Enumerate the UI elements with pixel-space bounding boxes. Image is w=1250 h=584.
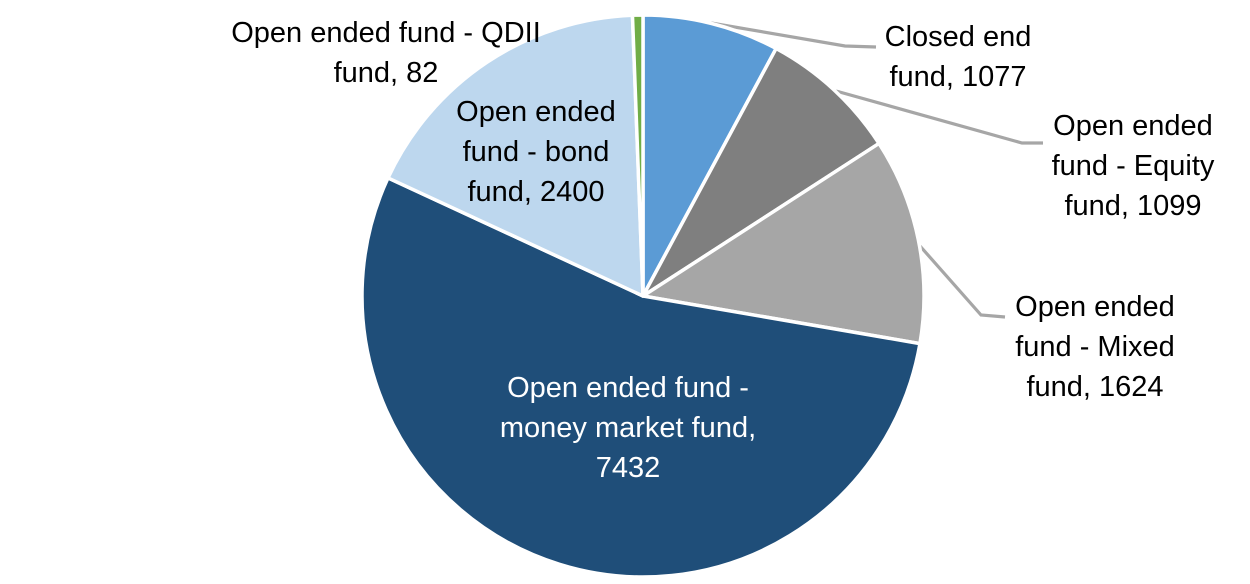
callout-line: Open ended [1015,291,1175,323]
pie-slice-equity [641,46,881,298]
callout-line: Open ended fund - [507,372,749,404]
pie-slice-bond [386,13,645,298]
leader-line-mixed [918,244,1006,319]
callout-line: fund - Mixed [1015,331,1175,363]
callout-line: Closed end [884,21,1032,53]
callout-mixed-fund-label: Open ended fund - Mixed fund, 1624 [1002,287,1188,407]
callout-line: fund, 1077 [889,61,1027,93]
callout-line: Open ended [456,96,616,128]
callout-line: fund - Equity [1051,150,1215,182]
pie-slice-qdii [630,13,645,298]
callout-line: fund - bond [462,136,610,168]
callout-closed-end-fund-label: Closed end fund, 1077 [872,17,1044,97]
callout-line: 7432 [595,452,661,484]
callout-line: fund, 82 [333,57,439,89]
callout-line: Open ended [1053,110,1213,142]
leader-line-equity [835,89,1043,145]
callout-bond-fund-label: Open ended fund - bond fund, 2400 [444,92,628,212]
callout-equity-fund-label: Open ended fund - Equity fund, 1099 [1040,106,1226,226]
callout-line: fund, 1624 [1026,371,1164,403]
pie-slice-mixed [641,141,926,346]
pie-slice-money [360,176,922,579]
callout-line: fund, 2400 [467,176,605,208]
callout-line: fund, 1099 [1064,190,1202,222]
callout-qdii-fund-label: Open ended fund - QDII fund, 82 [200,13,572,93]
callout-line: money market fund, [499,412,757,444]
leader-line-closed [710,21,877,49]
callout-line: Open ended fund - QDII [231,17,541,49]
callout-money-market-fund-label: Open ended fund - money market fund, 743… [492,368,764,488]
pie-slice-closed [641,13,778,298]
